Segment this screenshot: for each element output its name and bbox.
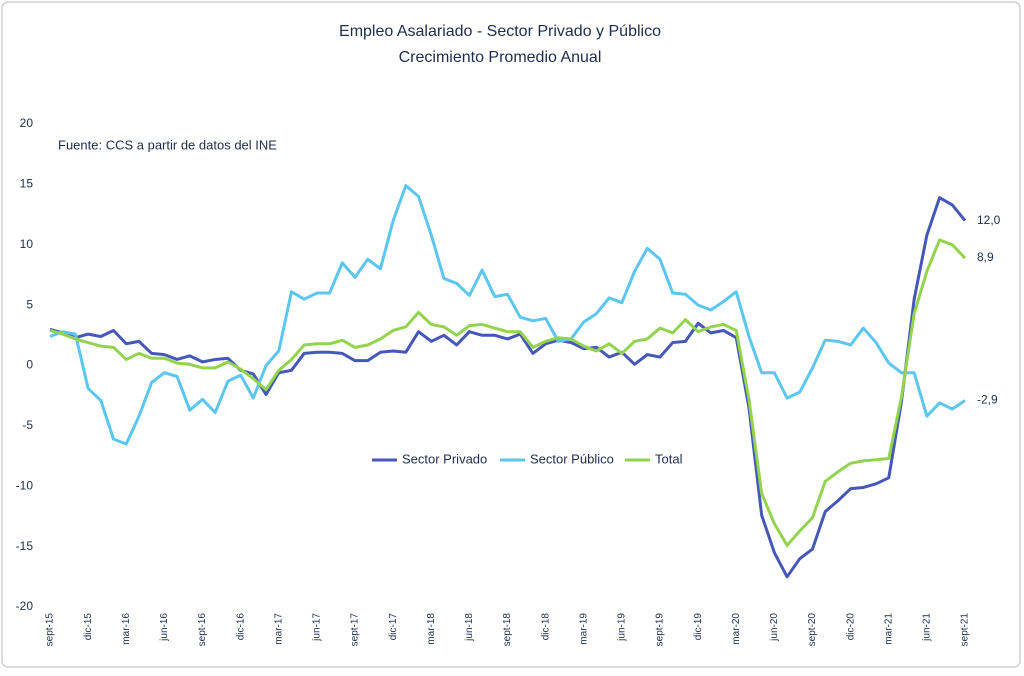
y-tick-label: 20 <box>20 116 34 130</box>
x-tick-label: mar-21 <box>883 613 894 645</box>
data-label: -2,9 <box>977 393 998 407</box>
series-line <box>49 196 967 579</box>
y-tick-label: 10 <box>20 237 34 251</box>
x-tick-label: jun-16 <box>159 613 170 642</box>
x-tick-label: dic-19 <box>693 613 704 641</box>
x-tick-label: jun-17 <box>312 613 323 642</box>
x-tick-label: jun-18 <box>464 613 475 642</box>
legend-label: Sector Privado <box>402 451 487 466</box>
x-tick-label: sept-21 <box>960 613 971 647</box>
x-tick-label: dic-20 <box>845 613 856 641</box>
y-tick-label: 0 <box>26 358 33 372</box>
x-tick-label: jun-19 <box>617 613 628 642</box>
series-line <box>49 238 967 547</box>
source-note: Fuente: CCS a partir de datos del INE <box>58 137 277 152</box>
x-tick-label: mar-20 <box>731 613 742 645</box>
series-line <box>49 184 966 446</box>
x-tick-label: dic-18 <box>540 613 551 641</box>
y-tick-label: 15 <box>20 177 34 191</box>
legend-label: Total <box>655 451 683 466</box>
x-tick-label: mar-16 <box>121 613 132 645</box>
x-tick-label: jun-20 <box>769 613 780 642</box>
y-tick-label: 5 <box>26 297 33 311</box>
x-tick-label: sept-17 <box>350 613 361 647</box>
y-tick-label: -15 <box>16 539 34 553</box>
x-tick-label: dic-15 <box>83 613 94 641</box>
x-tick-label: mar-17 <box>273 613 284 645</box>
y-tick-label: -5 <box>22 418 33 432</box>
x-tick-label: dic-17 <box>388 613 399 641</box>
x-tick-label: sept-16 <box>197 613 208 647</box>
y-tick-label: -10 <box>16 478 34 492</box>
x-tick-label: jun-21 <box>922 613 933 642</box>
x-tick-label: dic-16 <box>235 613 246 641</box>
data-label: 8,9 <box>977 250 994 264</box>
chart-subtitle: Crecimiento Promedio Anual <box>399 49 602 66</box>
x-tick-label: sept-15 <box>45 613 56 647</box>
x-tick-label: sept-18 <box>502 613 513 647</box>
chart-title: Empleo Asalariado - Sector Privado y Púb… <box>339 23 661 40</box>
legend-label: Sector Público <box>530 451 614 466</box>
data-label: 12,0 <box>977 213 1001 227</box>
x-tick-label: mar-19 <box>578 613 589 645</box>
x-tick-label: mar-18 <box>426 613 437 645</box>
y-tick-label: -20 <box>16 599 34 613</box>
x-tick-label: sept-20 <box>807 613 818 647</box>
x-tick-label: sept-19 <box>655 613 666 647</box>
